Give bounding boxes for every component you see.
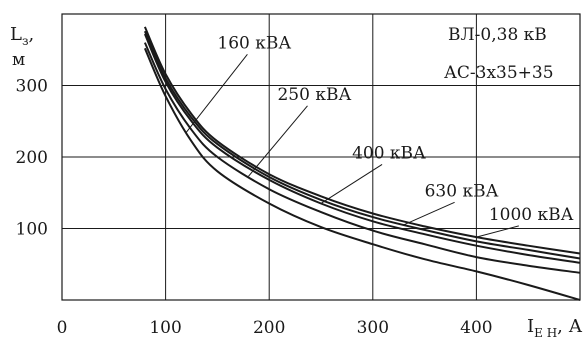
series-leader-line: [248, 105, 308, 177]
series-line: [143, 30, 581, 260]
x-tick-label: 400: [460, 318, 492, 338]
series-line: [143, 33, 581, 264]
x-tick-label: 100: [149, 318, 181, 338]
x-tick-label: 200: [253, 318, 285, 338]
y-axis-unit: м: [12, 50, 25, 70]
series-label: 400 кВА: [352, 143, 426, 163]
series-label: 160 кВА: [217, 33, 291, 53]
label-leaders: [185, 54, 519, 238]
series-label: 1000 кВА: [489, 205, 574, 225]
annotation-line-voltage: ВЛ-0,38 кВ: [448, 25, 547, 45]
y-tick-label: 100: [16, 220, 48, 240]
x-tick-label: 300: [357, 318, 389, 338]
y-axis-label: Lз,: [10, 24, 34, 48]
series-leader-line: [320, 164, 383, 204]
series-leader-line: [185, 54, 248, 133]
series-label: 250 кВА: [277, 85, 351, 105]
series-leader-line: [476, 225, 519, 238]
series-leader-line: [403, 201, 455, 226]
series-label: 630 кВА: [425, 181, 499, 201]
grid: [61, 13, 581, 301]
series-line: [143, 47, 581, 301]
y-tick-label: 300: [16, 77, 48, 97]
curves: [143, 26, 581, 301]
series-line: [143, 42, 581, 274]
series-line: [143, 26, 581, 255]
series-labels: 160 кВА 250 кВА 400 кВА 630 кВА 1000 кВА: [217, 33, 573, 225]
x-tick-label: 0: [57, 318, 68, 338]
tick-labels: 0 100 200 300 400 100 200 300: [16, 77, 493, 339]
annotation-wire-type: АС-3х35+35: [444, 63, 554, 83]
x-axis-label: IЕ Н, А: [527, 316, 583, 340]
y-tick-label: 200: [16, 148, 48, 168]
